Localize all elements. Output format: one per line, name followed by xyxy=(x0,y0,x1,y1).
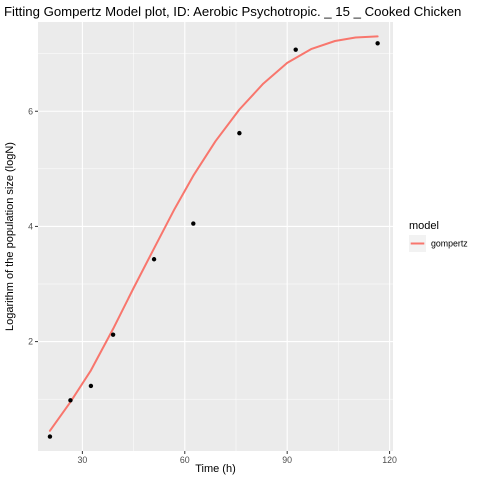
series-layer xyxy=(48,35,379,432)
legend: model gompertz xyxy=(409,220,468,252)
y-tick-label: 6 xyxy=(28,106,33,116)
x-tick-label: 60 xyxy=(180,455,190,465)
y-axis-title: Logarithm of the population size (logN) xyxy=(4,142,16,331)
data-point xyxy=(88,383,94,389)
x-axis-title: Time (h) xyxy=(195,463,236,475)
data-point xyxy=(110,332,116,337)
data-point xyxy=(47,434,53,439)
data-point xyxy=(293,47,298,52)
x-tick-label: 90 xyxy=(282,455,292,465)
x-tick-label: 120 xyxy=(382,455,397,465)
points-layer xyxy=(47,41,380,439)
data-point xyxy=(237,130,242,136)
legend-label-gompertz: gompertz xyxy=(431,239,468,249)
x-axis-ticks: 30 60 90 120 xyxy=(77,451,397,465)
x-tick-label: 30 xyxy=(77,455,87,465)
chart-title: Fitting Gompertz Model plot, ID: Aerobic… xyxy=(4,4,461,19)
major-gridlines xyxy=(38,22,393,451)
legend-title: model xyxy=(409,220,439,232)
data-point xyxy=(375,41,380,46)
y-tick-label: 2 xyxy=(28,337,33,347)
data-point xyxy=(191,221,196,226)
series-line-gompertz xyxy=(48,35,379,432)
y-tick-label: 4 xyxy=(28,221,33,231)
y-axis-ticks: 2 4 6 xyxy=(28,106,38,347)
data-point xyxy=(68,398,73,403)
data-point xyxy=(151,257,157,262)
plot-panel xyxy=(38,22,393,451)
minor-gridlines xyxy=(38,22,393,451)
